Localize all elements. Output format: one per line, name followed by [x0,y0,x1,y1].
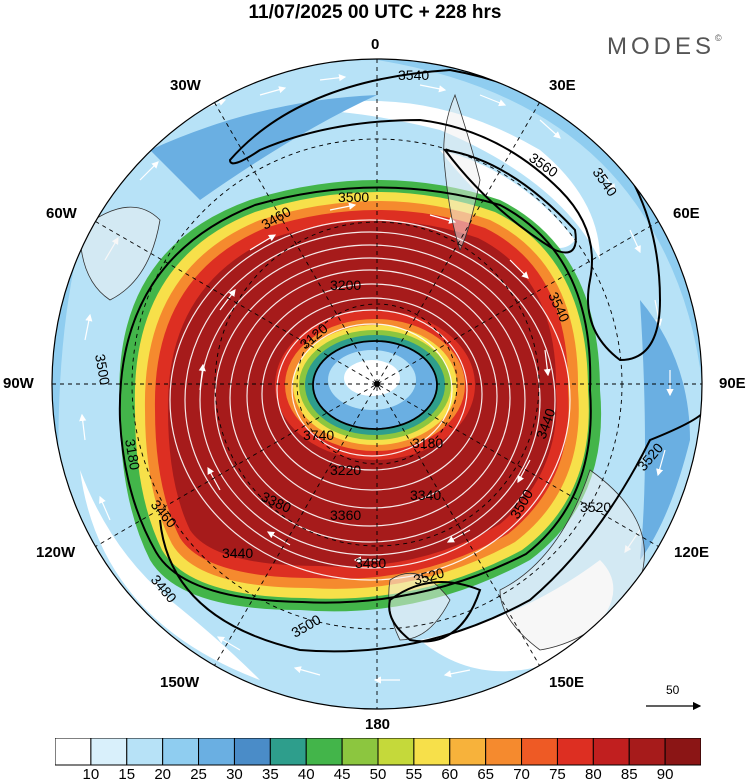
contour-label: 3740 [303,427,334,443]
contour-label: 3480 [355,555,386,571]
lon-label-120w: 120W [36,544,76,561]
contour-label: 3360 [330,507,361,523]
legend-swatch [341,738,379,766]
lon-label-0: 0 [371,36,380,53]
contour-label: 3500 [338,189,369,205]
legend-swatch [664,738,701,766]
legend-swatch [90,738,128,766]
legend-swatch [628,738,666,766]
lon-label-60w: 60W [46,205,77,222]
legend-swatch [126,738,164,766]
contour-label: 3180 [412,435,443,451]
legend-tick-label: 60 [441,766,459,783]
modes-logo: MODES© [607,33,722,60]
contour-label: 3500 [92,353,113,387]
legend-tick-label: 80 [584,766,602,783]
graticule [52,59,702,709]
contour-label: 3180 [122,438,143,472]
map-boundary [51,58,703,710]
legend-tick-label: 10 [82,766,100,783]
contour-label: 3440 [222,545,253,561]
lon-label-120e: 120E [674,544,710,561]
legend-swatch [198,738,235,766]
legend-tick-label: 85 [620,766,638,783]
legend-tick-label: 15 [118,766,136,783]
legend-tick-label: 30 [226,766,243,783]
legend-swatch [377,738,415,766]
legend-tick-label: 55 [405,766,423,783]
legend-tick-label: 70 [513,766,530,783]
legend-tick-label: 20 [154,766,171,783]
height-contours [118,68,702,653]
legend-tick-label: 40 [297,766,315,783]
lon-label-150e: 150E [549,674,585,691]
legend-tick-label: 90 [656,766,674,783]
lon-label-60e: 60E [673,205,700,222]
legend-swatch [449,738,487,766]
lon-label-150w: 150W [160,674,200,691]
legend-tick-label: 75 [549,766,566,783]
contour-label: 3200 [330,277,361,293]
legend-tick-label: 35 [261,766,279,783]
color-legend [55,738,701,766]
pole-marker [374,381,380,387]
legend-tick-label: 65 [477,766,494,783]
contour-label: 3340 [410,487,441,503]
legend-swatch [162,738,200,766]
legend-tick-label: 25 [190,766,207,783]
lon-label-30w: 30W [170,77,201,94]
contour-label: 3520 [412,564,446,588]
legend-swatch [485,738,523,766]
reference-vector-label: 50 [666,683,680,697]
legend-tick-label: 45 [333,766,351,783]
polar-map: 3540 3540 3560 3540 3500 3460 3200 3120 … [51,58,703,711]
lon-label-180: 180 [365,716,391,733]
legend-swatch [269,738,307,766]
legend-swatch [521,738,558,766]
legend-swatch [233,738,271,766]
map-title: 11/07/2025 00 UTC + 228 hrs [248,2,502,23]
contour-label: 3520 [580,499,611,515]
legend-swatch [55,738,92,766]
lon-label-90e: 90E [719,375,746,392]
contour-label: 3220 [330,462,361,478]
legend-tick-label: 50 [369,766,387,783]
legend-swatch [556,738,594,766]
legend-swatch [305,738,343,766]
lon-label-90w: 90W [3,375,34,392]
legend-swatch [592,738,630,766]
lon-label-30e: 30E [549,77,576,94]
legend-swatch [413,738,451,766]
contour-label: 3540 [398,67,429,83]
